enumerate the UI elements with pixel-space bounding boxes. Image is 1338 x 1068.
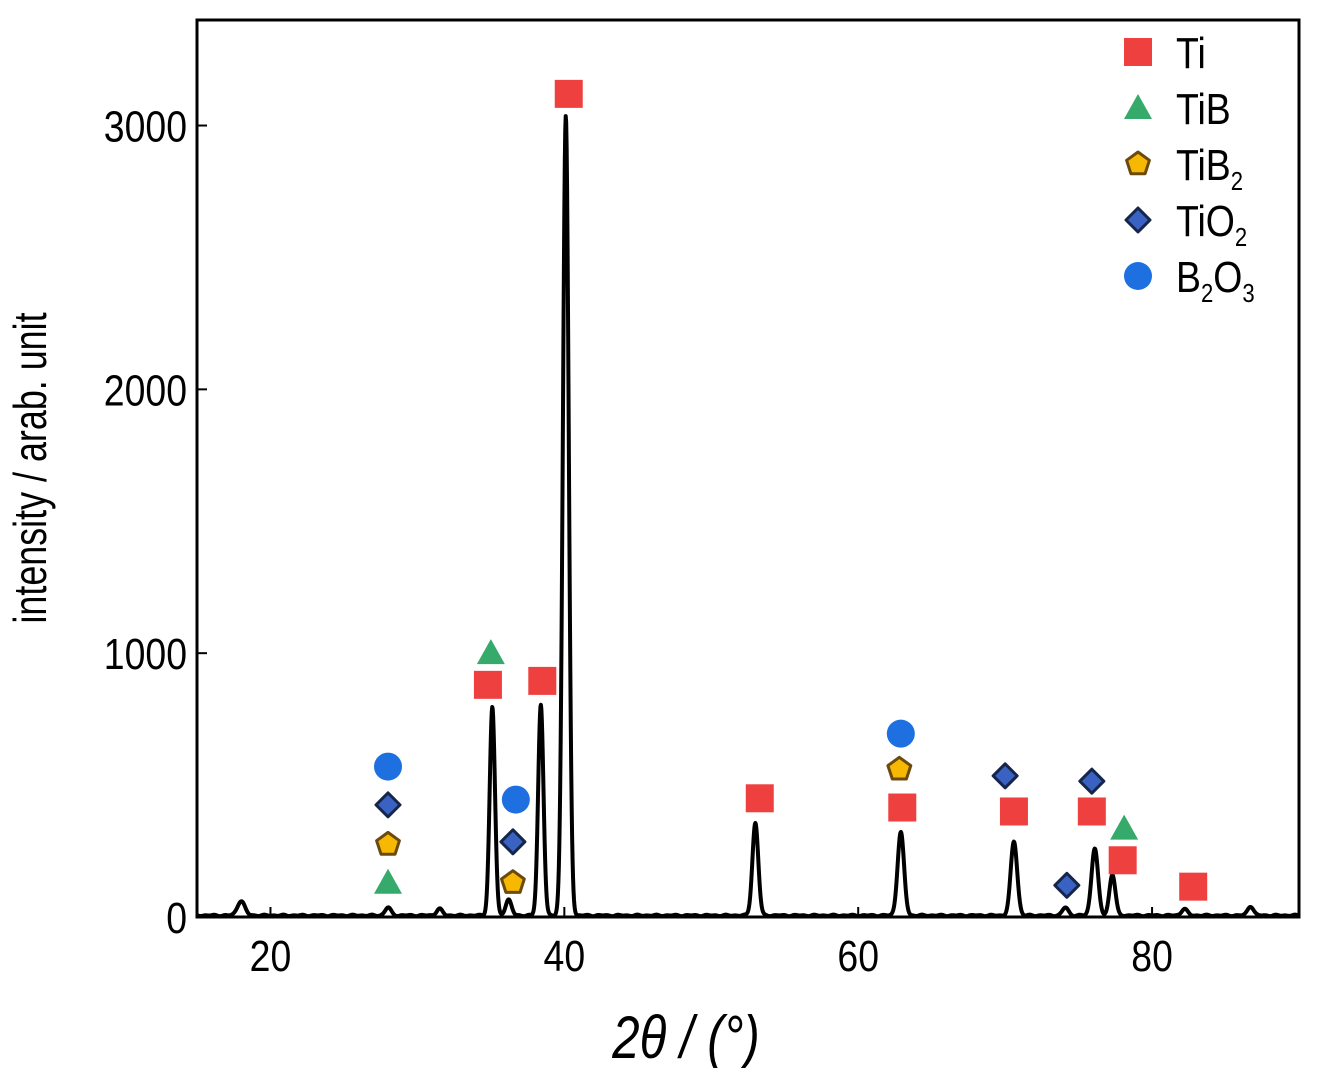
marker-tib2 [500,869,526,894]
plot-frame [195,18,1301,919]
legend-marker-tio2 [1124,206,1152,234]
legend-label: Ti [1176,28,1206,78]
legend-marker-tib [1124,94,1152,119]
legend-label: TiB [1176,84,1231,134]
legend-marker-tib2 [1125,150,1151,176]
marker-ti [1108,846,1137,875]
marker-ti [554,79,583,108]
marker-ti [473,670,502,699]
marker-tio2 [374,791,402,819]
x-tick-label: 60 [837,931,879,981]
legend-item-tib2: TiB2 [1125,140,1243,196]
y-axis: 0 1000 2000 3000 [104,102,207,943]
x-tick-label: 20 [250,931,292,981]
legend-item-tio2: TiO2 [1124,196,1247,252]
marker-tio2 [1053,871,1081,899]
marker-tib2 [375,830,401,856]
marker-tib [1110,814,1139,840]
legend-label: TiB2 [1176,140,1243,196]
marker-b2o3 [501,785,530,814]
y-tick-label: 3000 [104,102,187,152]
x-axis-title: 2θ / (°) [611,1003,759,1068]
marker-ti [888,793,917,822]
phase-markers [374,79,1208,901]
marker-b2o3 [886,719,915,748]
y-axis-title: intensity / arab. unit [5,312,56,624]
marker-tio2 [499,828,527,856]
legend-label: TiO2 [1176,196,1247,252]
diffraction-pattern-line [195,114,1301,919]
marker-ti [1179,872,1208,901]
x-axis: 20 40 60 80 [250,907,1173,981]
y-tick-label: 1000 [104,629,187,679]
legend-item-tib: TiB [1124,84,1231,134]
x-tick-label: 40 [544,931,586,981]
marker-ti [1077,797,1106,826]
marker-tib [476,639,505,665]
marker-ti [999,797,1028,826]
marker-tib2 [886,755,913,781]
legend-item-b2o3: B2O3 [1124,252,1255,308]
legend-item-ti: Ti [1124,28,1206,78]
marker-tib [374,868,403,894]
legend-marker-ti [1124,38,1152,66]
marker-tio2 [1078,767,1106,795]
marker-tio2 [991,762,1019,790]
marker-ti [528,666,557,695]
x-tick-label: 80 [1131,931,1173,981]
marker-b2o3 [374,752,403,781]
y-tick-label: 2000 [104,365,187,415]
legend-label: B2O3 [1176,252,1255,308]
y-tick-label: 0 [166,893,187,943]
legend-marker-b2o3 [1124,262,1152,290]
marker-ti [745,784,774,813]
